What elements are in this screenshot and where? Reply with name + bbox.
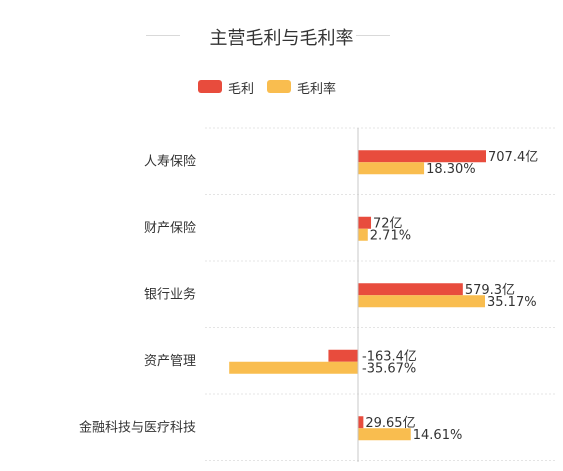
data-label-gross-margin: 2.71%: [370, 228, 411, 243]
chart-title-row: 主营毛利与毛利率: [0, 18, 563, 54]
title-left-rule: [146, 35, 180, 36]
data-label-gross-margin: -35.67%: [362, 361, 416, 376]
bar-gross-margin: [358, 295, 485, 308]
bar-gross-profit: [328, 349, 358, 362]
legend-label-gross-profit[interactable]: 毛利: [228, 82, 255, 97]
data-label-gross-margin: 14.61%: [413, 428, 463, 443]
bar-gross-margin: [229, 361, 358, 374]
legend-swatch-gross-margin[interactable]: [267, 80, 291, 93]
title-right-rule: [356, 35, 390, 36]
category-label: 银行业务: [144, 286, 196, 302]
bar-gross-margin: [358, 228, 368, 241]
data-label-gross-profit: -163.4亿: [362, 349, 417, 364]
bar-gross-profit: [358, 216, 372, 229]
chart-title: 主营毛利与毛利率: [209, 28, 354, 49]
bar-gross-profit: [358, 283, 463, 296]
bar-gross-margin: [358, 428, 411, 441]
chart-legend: 毛利 毛利率: [0, 76, 563, 97]
bar-gross-profit: [358, 416, 364, 429]
bar-gross-margin: [358, 162, 425, 175]
data-label-gross-profit: 707.4亿: [488, 150, 538, 165]
category-label: 人寿保险: [144, 154, 196, 169]
legend-swatch-gross-profit[interactable]: [198, 80, 222, 93]
data-label-gross-margin: 35.17%: [487, 295, 537, 310]
data-label-gross-profit: 29.65亿: [365, 416, 415, 431]
bar-gross-profit: [358, 150, 486, 163]
data-label-gross-margin: 18.30%: [426, 162, 476, 177]
data-label-gross-profit: 579.3亿: [465, 283, 515, 298]
category-label: 资产管理: [144, 354, 196, 369]
legend-label-gross-margin[interactable]: 毛利率: [297, 82, 337, 97]
data-label-gross-profit: 72亿: [373, 216, 403, 231]
category-label: 金融科技与医疗科技: [79, 419, 196, 435]
category-label: 财产保险: [144, 221, 196, 236]
